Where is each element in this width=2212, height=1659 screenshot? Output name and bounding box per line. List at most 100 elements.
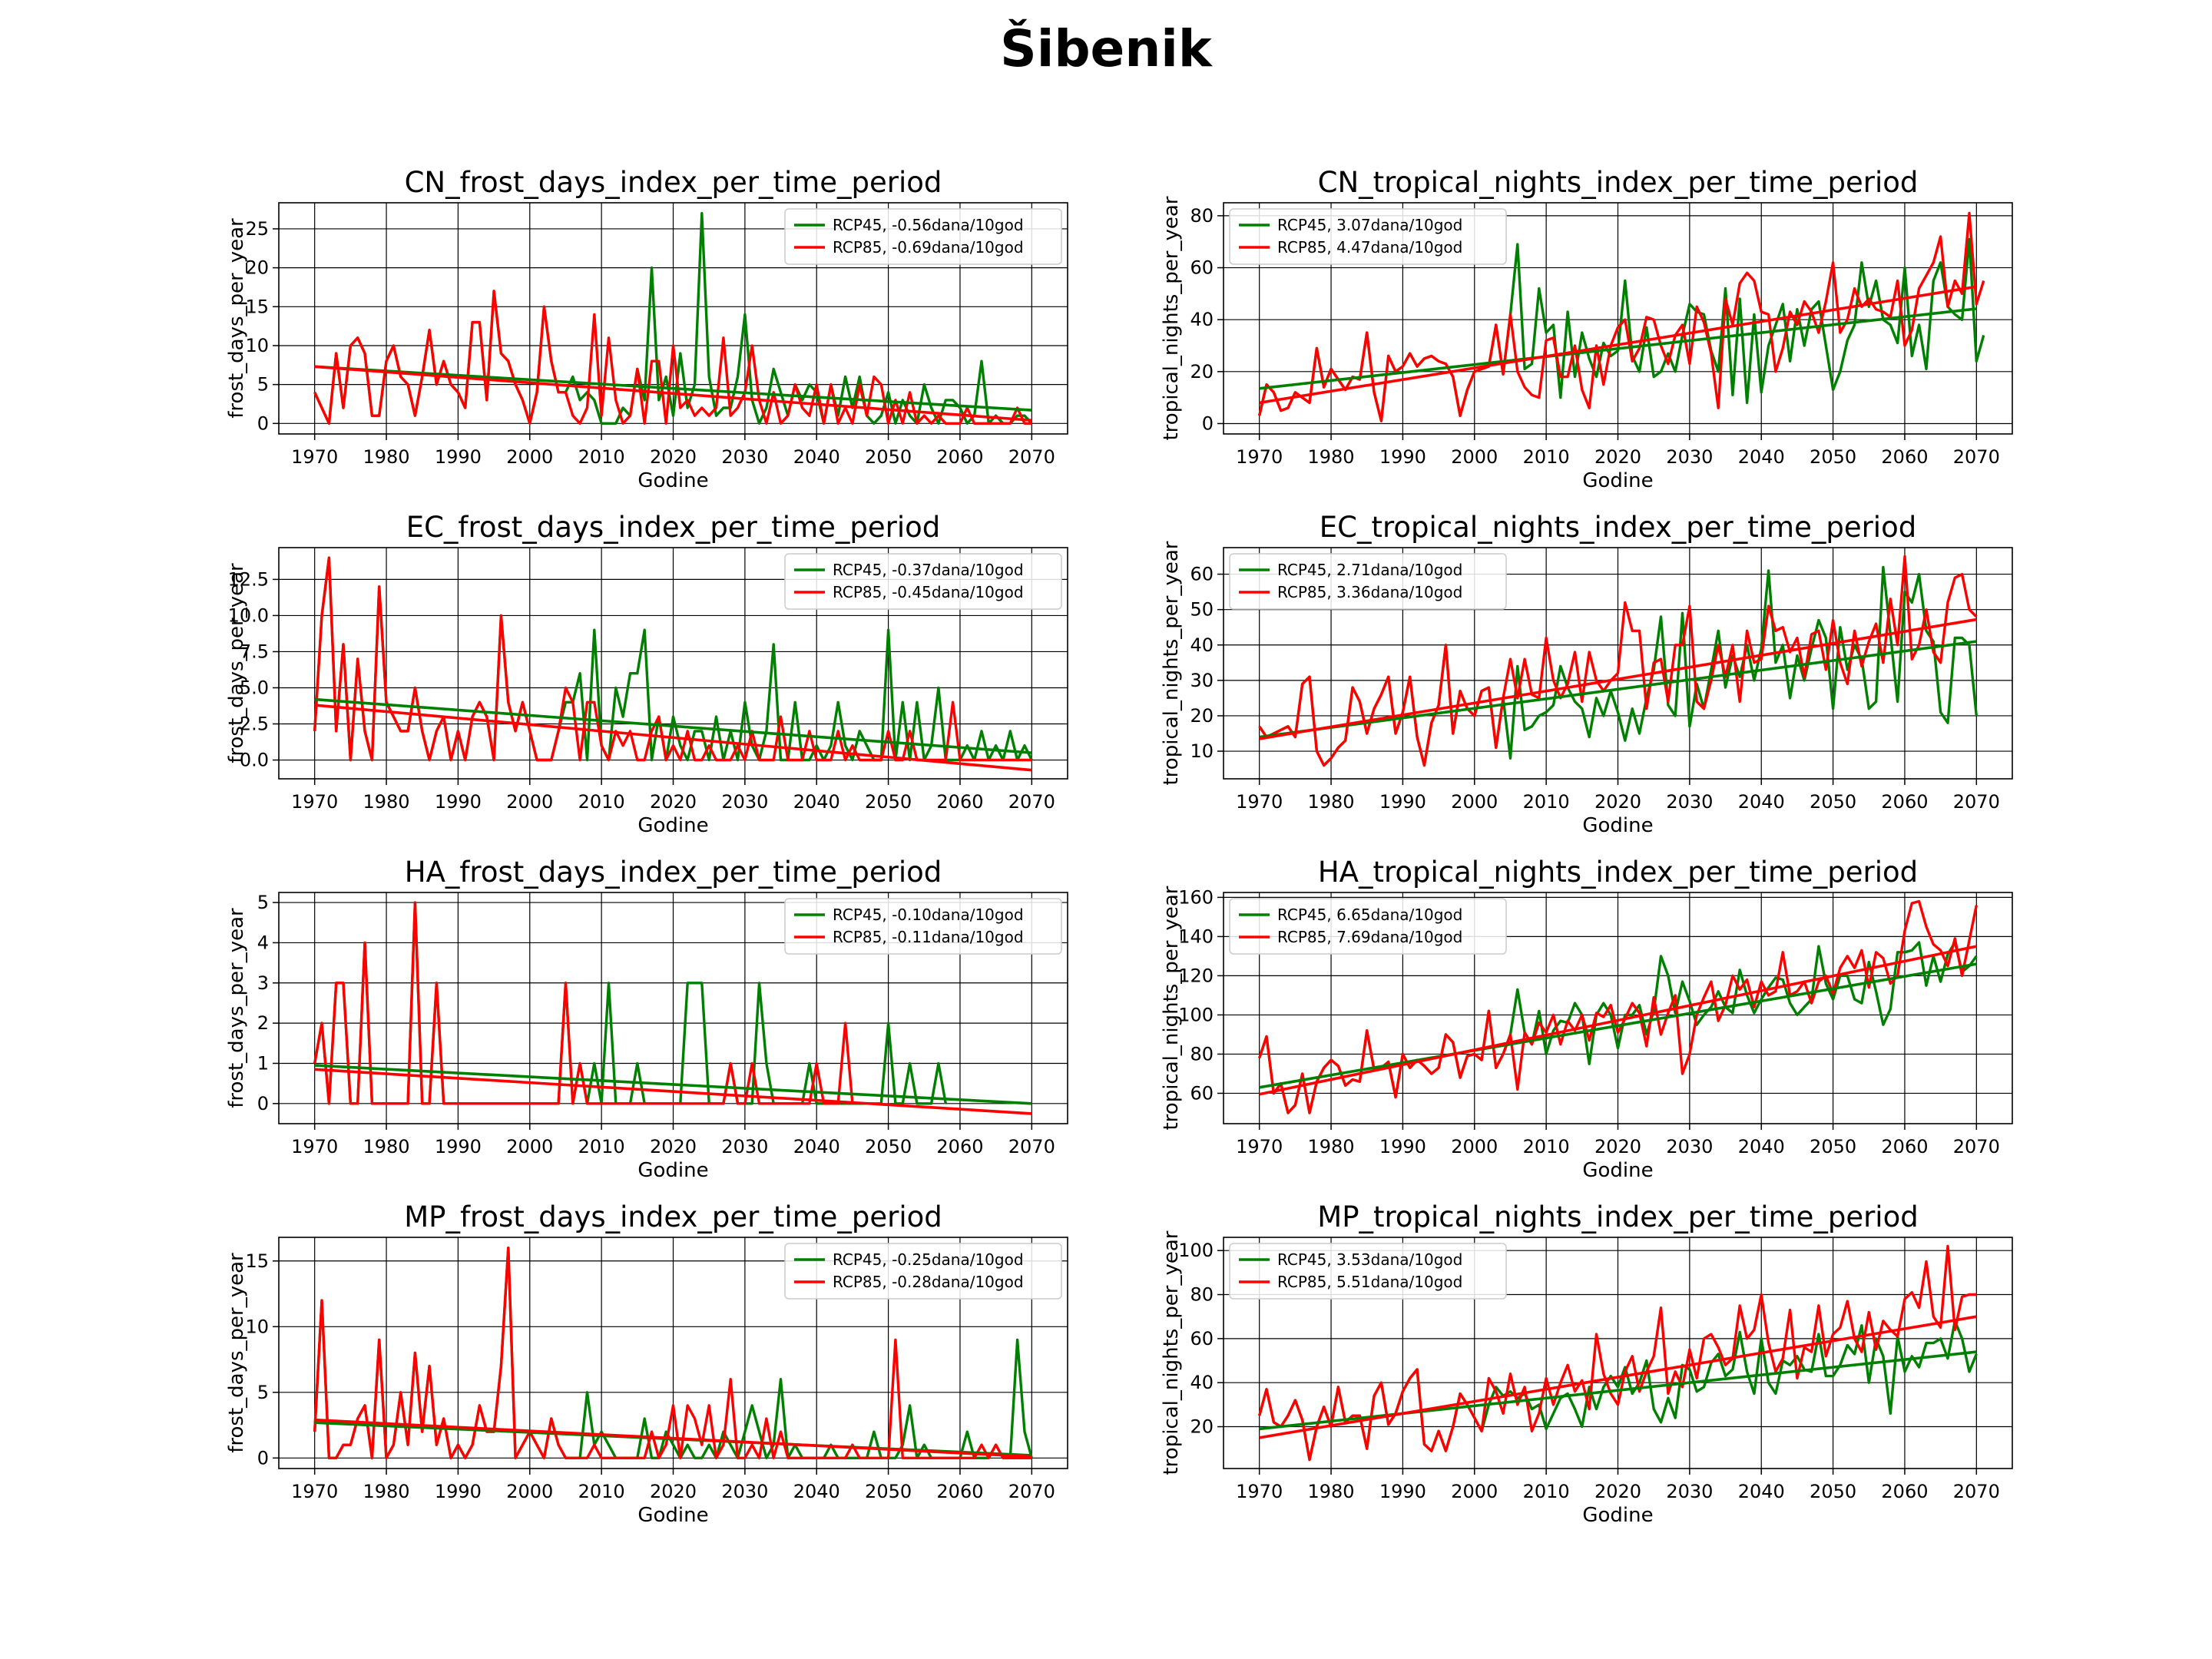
series-line-rcp85 [313,556,1032,762]
legend-label-rcp45: RCP45, 6.65dana/10god [1277,906,1462,924]
x-tick-label: 1990 [435,1481,482,1502]
x-tick-label: 2010 [1523,791,1570,813]
y-axis-label: frost_days_per_year [225,563,248,763]
y-tick-label: 80 [1190,1284,1214,1306]
y-axis-label: frost_days_per_year [225,218,248,419]
x-tick-label: 2000 [1451,1136,1498,1157]
y-tick-label: 10 [1190,740,1214,762]
legend-box [1229,1243,1507,1300]
y-tick-label: 5 [257,1382,269,1403]
y-tick-label: 3 [257,972,269,994]
legend-label-rcp45: RCP45, 3.07dana/10god [1277,216,1462,234]
legend-label-rcp85: RCP85, -0.69dana/10god [833,238,1024,257]
x-tick-label: 1990 [435,1136,482,1157]
x-tick-label: 1970 [1236,791,1283,813]
legend: RCP45, -0.56dana/10god RCP85, -0.69dana/1… [784,208,1062,265]
trend-line-rcp45 [1259,962,1977,1089]
trend-line-rcp45 [314,1064,1032,1105]
chart-title: EC_tropical_nights_index_per_time_period [1320,511,1916,544]
legend-box [784,208,1062,265]
x-tick-label: 2020 [1594,1481,1641,1502]
y-tick-label: 15 [245,1250,269,1272]
y-tick-label: 2.5 [240,714,269,735]
series-line-rcp45 [1258,237,1985,422]
y-tick-label: 80 [1190,205,1214,227]
legend-label-rcp85: RCP85, 3.36dana/10god [1277,583,1462,601]
x-tick-label: 2070 [1008,1136,1055,1157]
x-tick-label: 2070 [1953,791,2000,813]
trend-line-rcp85 [1259,285,1977,405]
x-tick-label: 2030 [1666,1481,1713,1502]
x-tick-label: 2010 [1523,1136,1570,1157]
x-tick-label: 2070 [1953,1481,2000,1502]
y-axis-label: tropical_nights_per_year [1160,541,1183,785]
x-tick-label: 2050 [865,1481,912,1502]
x-tick-label: 2020 [1594,791,1641,813]
x-tick-label: 2060 [936,1481,983,1502]
legend-box [784,898,1062,955]
legend-label-rcp45: RCP45, -0.37dana/10god [833,561,1024,579]
x-tick-label: 1970 [291,1136,338,1157]
y-tick-label: 5.0 [240,677,269,698]
x-tick-label: 2060 [1881,446,1928,468]
trend-line-rcp45 [314,697,1032,754]
x-tick-label: 1980 [363,1481,410,1502]
x-tick-label: 1990 [1379,1136,1426,1157]
trend-line-rcp85 [314,1068,1032,1115]
legend-label-rcp85: RCP85, 7.69dana/10god [1277,928,1462,946]
x-tick-label: 2000 [506,1481,553,1502]
y-tick-label: 60 [1190,1328,1214,1349]
x-tick-label: 1980 [1308,446,1355,468]
x-tick-label: 2010 [1523,446,1570,468]
series-line-rcp85 [1258,1244,1977,1462]
x-tick-label: 2020 [650,1136,697,1157]
trend-line-rcp85 [1259,618,1977,740]
x-tick-label: 2000 [1451,446,1498,468]
chart-ec-frost: 1970 1980 1990 2000 2010 2020 2030 2040 2050 2060… [225,511,1068,837]
chart-title: MP_frost_days_index_per_time_period [404,1200,942,1233]
legend-box [1229,553,1507,610]
x-tick-label: 2030 [721,791,768,813]
x-tick-label: 2050 [1810,1481,1856,1502]
legend-label-rcp45: RCP45, 2.71dana/10god [1277,561,1462,579]
trend-line-rcp45 [1259,1350,1977,1431]
y-tick-label: 0 [257,412,269,434]
x-tick-label: 2040 [1738,791,1785,813]
x-tick-label: 2010 [578,791,625,813]
x-tick-label: 2050 [1810,1136,1856,1157]
x-tick-label: 2050 [865,1136,912,1157]
chart-ha-tropical: 1970 1980 1990 2000 2010 2020 2030 2040 2050 2060… [1160,856,2013,1182]
y-tick-label: 50 [1190,599,1214,621]
x-tick-label: 2020 [1594,1136,1641,1157]
x-tick-label: 2000 [506,446,553,468]
y-tick-label: 20 [245,257,269,279]
x-axis-label: Godine [1582,1159,1653,1182]
axes-frame [278,547,1068,780]
x-tick-label: 1990 [435,446,482,468]
y-axis-label: tropical_nights_per_year [1160,886,1183,1130]
x-tick-label: 2040 [793,1136,840,1157]
x-tick-label: 1990 [1379,446,1426,468]
chart-title: MP_tropical_nights_index_per_time_period [1317,1200,1918,1233]
y-axis-label: tropical_nights_per_year [1160,196,1183,440]
y-tick-label: 60 [1190,564,1214,585]
x-tick-label: 2030 [721,1481,768,1502]
trend-line-rcp45 [1259,640,1977,739]
x-tick-label: 2000 [1451,791,1498,813]
x-tick-label: 2060 [936,791,983,813]
axes-frame [278,892,1068,1124]
figure-title: Šibenik [1000,19,1212,78]
x-tick-label: 2010 [1523,1481,1570,1502]
x-tick-label: 1970 [1236,1481,1283,1502]
axes-frame [278,1237,1068,1469]
x-tick-label: 2030 [1666,791,1713,813]
y-axis-label: frost_days_per_year [225,1253,248,1453]
y-tick-label: 2 [257,1012,269,1034]
y-tick-label: 40 [1190,1372,1214,1393]
legend-label-rcp45: RCP45, -0.56dana/10god [833,216,1024,234]
x-tick-label: 1970 [291,1481,338,1502]
trend-line-rcp85 [314,365,1032,422]
x-tick-label: 2020 [650,791,697,813]
x-tick-label: 2040 [1738,446,1785,468]
